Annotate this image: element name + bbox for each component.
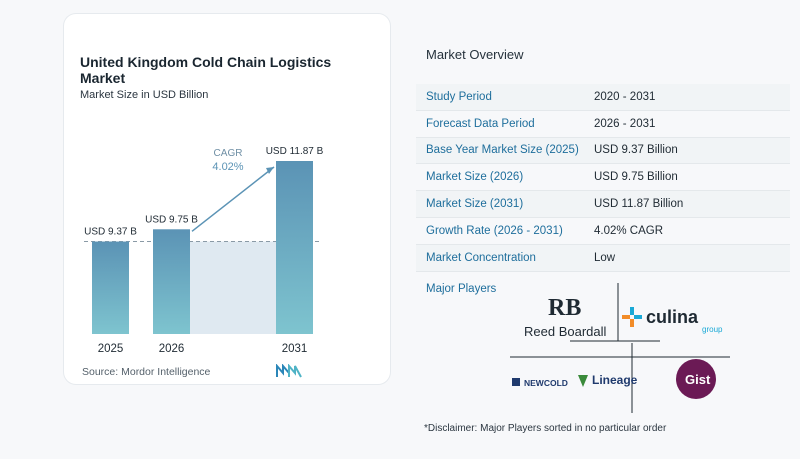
x-tick-label: 2031 <box>282 343 308 355</box>
bar-value-label: USD 9.37 B <box>84 227 137 238</box>
cagr-value: 4.02% <box>212 161 243 173</box>
chart-card: United Kingdom Cold Chain Logistics Mark… <box>64 14 390 384</box>
overview-row: Study Period 2020 - 2031 <box>416 84 790 111</box>
overview-row-label: Market Concentration <box>426 251 536 264</box>
mordor-intelligence-logo <box>276 364 302 378</box>
overview-row-value: USD 11.87 Billion <box>594 198 684 211</box>
major-players-label: Major Players <box>426 283 497 295</box>
newcold-logo: NEWCOLD <box>512 378 568 388</box>
cagr-arrow <box>191 166 275 232</box>
overview-row-value: 2020 - 2031 <box>594 90 656 103</box>
market-overview-table: Study Period 2020 - 2031 Forecast Data Per… <box>416 84 790 272</box>
overview-row-label: Base Year Market Size (2025) <box>426 144 579 157</box>
growth-band <box>190 241 276 334</box>
overview-row: Market Size (2031) USD 11.87 Billion <box>416 191 790 218</box>
gist-name: Gist <box>685 372 711 387</box>
bar-value-label: USD 9.75 B <box>145 214 198 225</box>
chart-source: Source: Mordor Intelligence <box>82 366 211 378</box>
overview-row: Market Size (2026) USD 9.75 Billion <box>416 164 790 192</box>
overview-row-label: Market Size (2031) <box>426 198 524 211</box>
lineage-name: Lineage <box>592 373 638 387</box>
bar-value-label: USD 11.87 B <box>266 146 324 157</box>
lineage-logo: Lineage <box>578 373 638 387</box>
overview-row-value: USD 9.37 Billion <box>594 144 678 157</box>
market-overview-title: Market Overview <box>426 47 524 62</box>
bar-2026 <box>153 229 190 334</box>
newcold-name: NEWCOLD <box>524 378 568 388</box>
overview-row-label: Growth Rate (2026 - 2031) <box>426 224 563 237</box>
reed-boardall-name: Reed Boardall <box>524 324 606 339</box>
overview-row: Market Concentration Low <box>416 244 790 272</box>
overview-row: Forecast Data Period 2026 - 2031 <box>416 111 790 138</box>
overview-row-value: 4.02% CAGR <box>594 224 664 237</box>
x-tick-label: 2026 <box>159 343 185 355</box>
disclaimer: *Disclaimer: Major Players sorted in no … <box>424 423 667 434</box>
cagr-label: CAGR <box>214 148 243 159</box>
culina-logo: culina group <box>622 307 723 334</box>
overview-row-label: Market Size (2026) <box>426 171 524 184</box>
culina-name: culina <box>646 307 699 327</box>
svg-text:RB: RB <box>548 295 581 321</box>
bar-chart: USD 9.37 B 2025 USD 9.75 B 2026 USD 11.87 B 2… <box>84 146 324 355</box>
cagr-arrowhead <box>266 167 274 174</box>
reed-boardall-logo: RB Reed Boardall <box>524 295 606 339</box>
overview-row: Growth Rate (2026 - 2031) 4.02% CAGR <box>416 218 790 245</box>
overview-row-label: Forecast Data Period <box>426 117 535 130</box>
bar-2031 <box>276 161 313 334</box>
major-players-logos: RB Reed Boardall culina group NEWCOLD Li… <box>510 283 730 413</box>
chart-title: United Kingdom Cold Chain Logistics Mark… <box>80 54 332 86</box>
overview-row: Base Year Market Size (2025) USD 9.37 Bil… <box>416 137 790 165</box>
overview-row-label: Study Period <box>426 90 492 103</box>
culina-sub: group <box>702 325 723 334</box>
bar-2025 <box>92 241 129 334</box>
chart-subtitle: Market Size in USD Billion <box>80 89 209 101</box>
overview-row-value: 2026 - 2031 <box>594 117 656 130</box>
overview-row-value: Low <box>594 251 616 264</box>
gist-logo: Gist <box>676 359 716 399</box>
x-tick-label: 2025 <box>98 343 124 355</box>
overview-row-value: USD 9.75 Billion <box>594 171 678 184</box>
